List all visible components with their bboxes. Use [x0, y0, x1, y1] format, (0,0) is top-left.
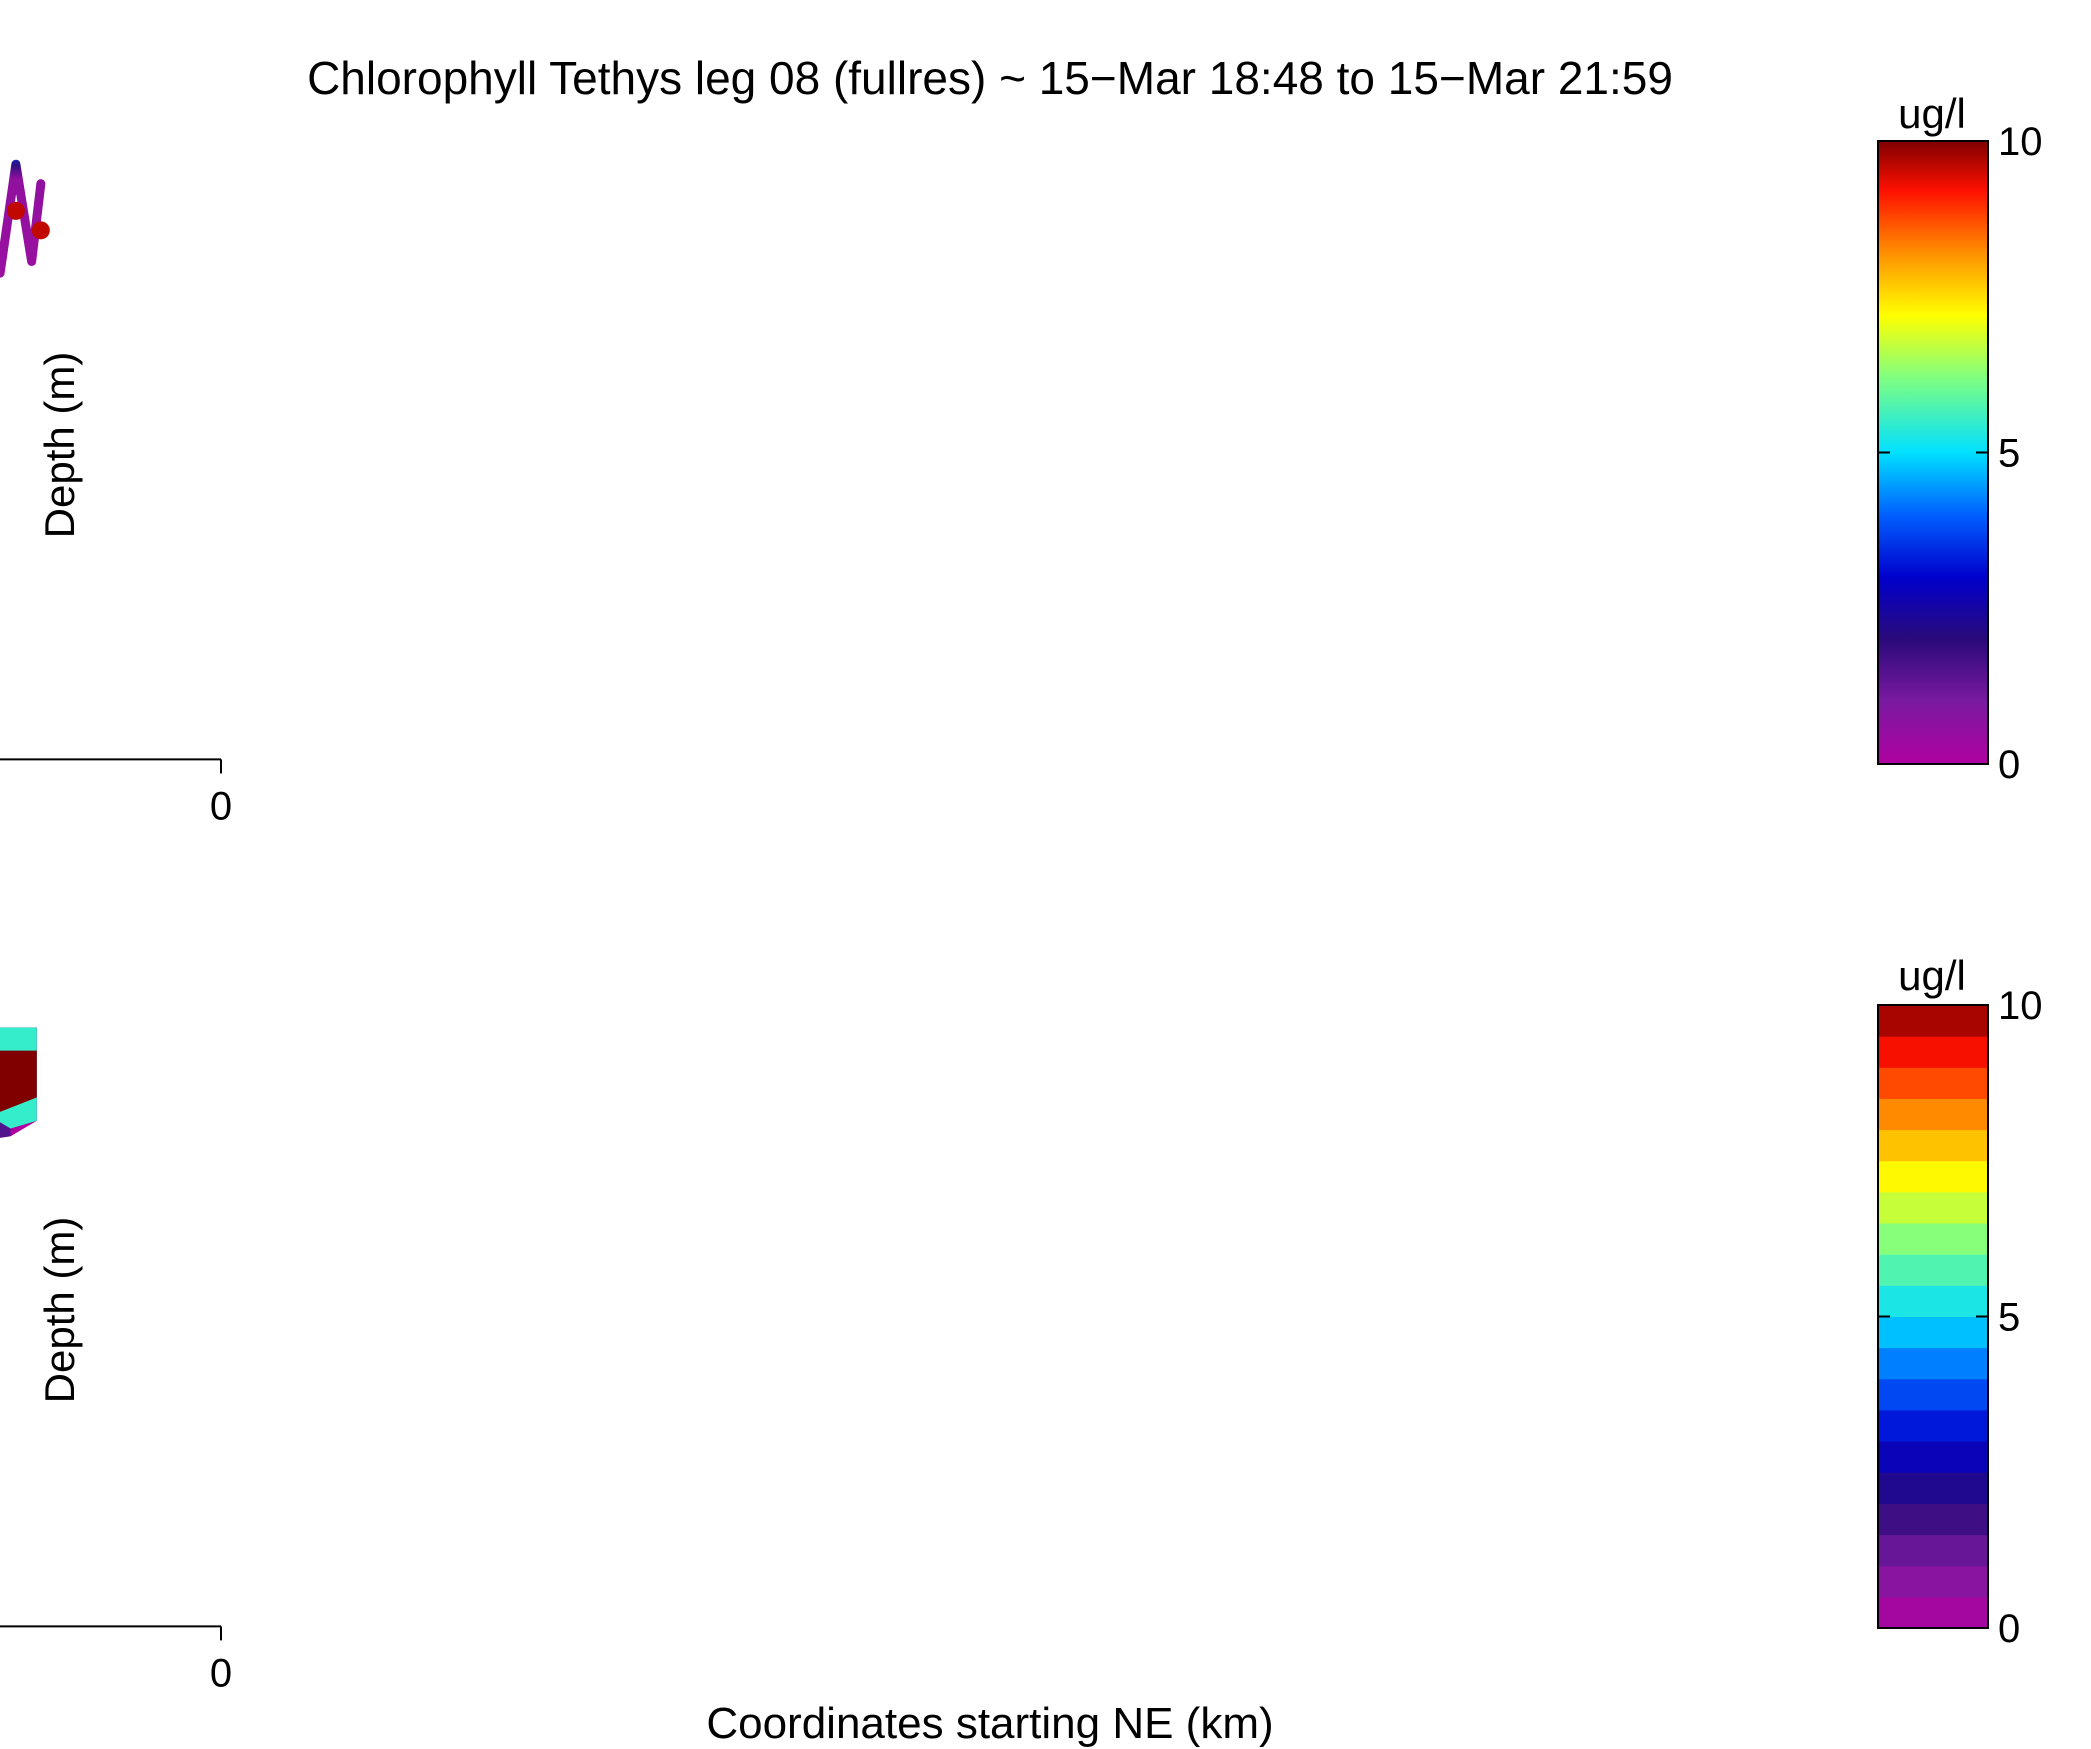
- colorbar-label: ug/l: [1898, 952, 1966, 999]
- colorbar-ticks: 0 5 10: [1878, 984, 2043, 1651]
- colorbar-band: [1878, 1036, 1988, 1068]
- y-axis-label: Depth (m): [36, 1217, 83, 1404]
- colorbar-tick-label: 10: [1998, 120, 2043, 164]
- contour-plot: [0, 1004, 37, 1215]
- colorbar-tick-label: 10: [1998, 984, 2043, 1028]
- x-axis-label: Coordinates starting NE (km): [706, 1699, 1273, 1748]
- colorbar-tick-label: 0: [1998, 743, 2020, 787]
- colorbar-band: [1878, 1409, 1988, 1442]
- colorbar-top: ug/l 0 5 10: [1877, 90, 2043, 787]
- colorbar-band: [1878, 1596, 1988, 1629]
- colorbar-band: [1878, 1223, 1988, 1255]
- colorbar-band: [1878, 1098, 1988, 1131]
- x-tick-label: 0: [210, 1651, 232, 1695]
- y-axis-label: Depth (m): [36, 352, 83, 539]
- colorbar-band: [1878, 1160, 1988, 1193]
- colorbar-band: [1878, 1067, 1988, 1099]
- colorbar-label: ug/l: [1898, 90, 1966, 137]
- colorbar-band: [1878, 1129, 1988, 1162]
- x-tick-label: 0: [210, 784, 232, 828]
- colorbar-band: [1878, 1441, 1988, 1473]
- colorbar-band: [1878, 1191, 1988, 1224]
- high-chlorophyll-point: [6, 201, 25, 220]
- colorbar-band: [1878, 1347, 1988, 1380]
- colorbar-band: [1878, 1534, 1988, 1567]
- high-chlorophyll-point: [31, 221, 50, 240]
- colorbar-band: [1878, 1565, 1988, 1598]
- colorbar-band: [1878, 1503, 1988, 1536]
- contour-bands: [0, 1004, 37, 1215]
- colorbar-bands: [1878, 1005, 1988, 1629]
- colorbar-tick-label: 0: [1998, 1607, 2020, 1651]
- colorbar-band: [1878, 1254, 1988, 1286]
- colorbar-tick-label: 5: [1998, 432, 2020, 476]
- colorbar-tick-label: 5: [1998, 1296, 2020, 1340]
- colorbar-band: [1878, 1378, 1988, 1411]
- axes-top: 121086420020406080: [0, 758, 232, 828]
- colorbar-bottom: ug/l 0 5 10: [1877, 952, 2043, 1651]
- axes-bottom: 121086420020406080: [0, 1625, 232, 1695]
- colorbar-band: [1878, 1472, 1988, 1504]
- colorbar-band: [1878, 1005, 1988, 1037]
- chart-title: Chlorophyll Tethys leg 08 (fullres) ~ 15…: [307, 52, 1673, 104]
- chart-top: Chlorophyll Tethys leg 08 (fullres) ~ 15…: [0, 52, 2043, 828]
- colorbar-band: [1878, 1316, 1988, 1349]
- profile-plot: [0, 159, 50, 278]
- colorbar-ticks: 0 5 10: [1878, 120, 2043, 787]
- colorbar-band: [1878, 1285, 1988, 1317]
- chart-bottom: 121086420020406080 Depth (m) Coordinates…: [0, 952, 2043, 1748]
